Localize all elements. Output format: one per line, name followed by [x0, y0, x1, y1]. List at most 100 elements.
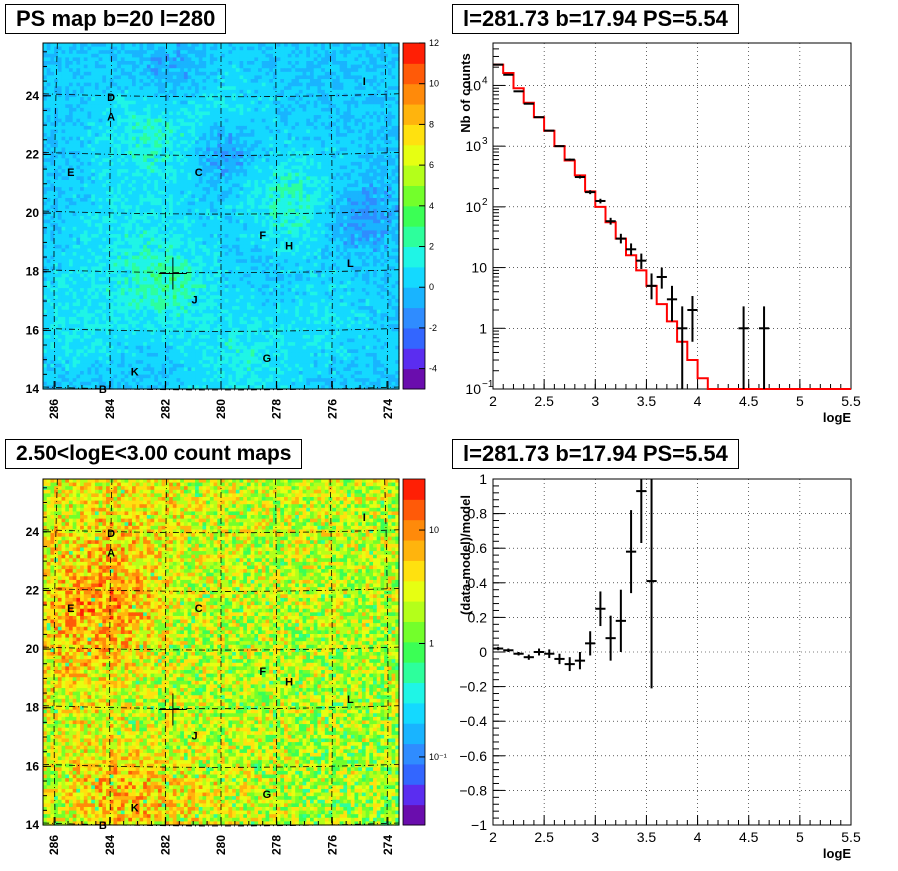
heatmap-cell	[213, 122, 218, 127]
heatmap-cell	[246, 46, 252, 51]
heatmap-cell	[287, 122, 293, 127]
heatmap-cell	[313, 151, 319, 156]
heatmap-cell	[217, 115, 222, 120]
heatmap-cell	[217, 143, 222, 149]
heatmap-cell	[46, 165, 52, 170]
heatmap-cell	[369, 187, 374, 192]
heatmap-cell	[347, 79, 352, 84]
heatmap-cell	[221, 122, 226, 127]
heatmap-cell	[254, 136, 259, 141]
heatmap-cell	[272, 122, 278, 127]
heatmap-cell	[347, 129, 352, 134]
heatmap-cell	[291, 216, 296, 221]
heatmap-cell	[120, 183, 126, 188]
heatmap-cell	[354, 71, 359, 77]
heatmap-cell	[343, 194, 348, 199]
heatmap-cell	[132, 169, 137, 174]
heatmap-cell	[109, 190, 115, 195]
heatmap-cell	[120, 129, 126, 134]
heatmap-cell	[243, 82, 248, 87]
heatmap-cell	[46, 61, 52, 66]
heatmap-cell	[239, 187, 244, 192]
heatmap-cell	[339, 118, 344, 123]
heatmap-cell	[258, 75, 263, 80]
heatmap-cell	[324, 183, 330, 188]
heatmap-cell	[380, 208, 385, 213]
heatmap-cell	[150, 208, 155, 213]
heatmap-cell	[232, 161, 237, 167]
heatmap-cell	[43, 122, 48, 127]
heatmap-cell	[265, 82, 270, 87]
heatmap-cell	[269, 64, 274, 69]
heatmap-cell	[313, 79, 319, 84]
heatmap-cell	[317, 57, 322, 62]
heatmap-cell	[250, 129, 255, 134]
heatmap-cell	[302, 46, 307, 51]
heatmap-cell	[376, 140, 382, 145]
heatmap-cell	[65, 133, 70, 138]
heatmap-cell	[246, 118, 252, 123]
heatmap-cell	[243, 223, 248, 228]
heatmap-cell	[369, 122, 374, 127]
heatmap-cell	[265, 100, 270, 105]
heatmap-cell	[269, 190, 274, 195]
heatmap-cell	[313, 219, 319, 224]
heatmap-cell	[369, 86, 374, 91]
heatmap-cell	[94, 57, 100, 62]
heatmap-cell	[339, 61, 344, 66]
heatmap-cell	[180, 165, 185, 170]
heatmap-cell	[335, 151, 341, 156]
heatmap-cell	[120, 43, 126, 48]
heatmap-cell	[343, 190, 348, 195]
heatmap-cell	[157, 75, 163, 80]
heatmap-cell	[354, 183, 359, 188]
heatmap-cell	[365, 201, 370, 206]
heatmap-cell	[113, 107, 118, 113]
heatmap-cell	[180, 53, 185, 59]
heatmap-cell	[94, 176, 100, 181]
heatmap-cell	[50, 183, 55, 188]
heatmap-cell	[72, 129, 77, 134]
heatmap-cell	[239, 208, 244, 213]
heatmap-cell	[391, 71, 396, 77]
heatmap-cell	[298, 147, 304, 152]
heatmap-cell	[176, 75, 181, 80]
heatmap-cell	[243, 53, 248, 59]
heatmap-cell	[143, 50, 148, 55]
heatmap-cell	[321, 57, 326, 62]
heatmap-cell	[43, 136, 48, 141]
heatmap-cell	[395, 219, 400, 224]
heatmap-cell	[80, 43, 85, 48]
heatmap-cell	[328, 79, 333, 84]
heatmap-cell	[135, 208, 141, 213]
heatmap-cell	[258, 115, 263, 120]
heatmap-cell	[321, 216, 326, 221]
heatmap-cell	[373, 68, 378, 73]
heatmap-cell	[376, 172, 382, 177]
heatmap-cell	[43, 97, 48, 102]
heatmap-cell	[169, 143, 174, 149]
heatmap-cell	[87, 68, 92, 73]
heatmap-cell	[183, 111, 189, 116]
heatmap-cell	[358, 50, 363, 55]
heatmap-cell	[254, 122, 259, 127]
heatmap-cell	[169, 176, 174, 181]
heatmap-cell	[235, 187, 241, 192]
heatmap-cell	[102, 223, 107, 228]
heatmap-cell	[68, 140, 74, 145]
heatmap-cell	[317, 197, 322, 203]
heatmap-cell	[328, 97, 333, 102]
heatmap-cell	[98, 61, 103, 66]
heatmap-cell	[291, 194, 296, 199]
heatmap-cell	[343, 64, 348, 69]
heatmap-cell	[228, 93, 233, 98]
heatmap-cell	[232, 93, 237, 98]
heatmap-cell	[135, 205, 141, 210]
heatmap-cell	[202, 122, 207, 127]
heatmap-cell	[280, 61, 285, 66]
heatmap-cell	[221, 223, 226, 228]
heatmap-cell	[65, 125, 70, 131]
heatmap-cell	[354, 82, 359, 87]
heatmap-cell	[365, 43, 370, 48]
heatmap-cell	[280, 133, 285, 138]
